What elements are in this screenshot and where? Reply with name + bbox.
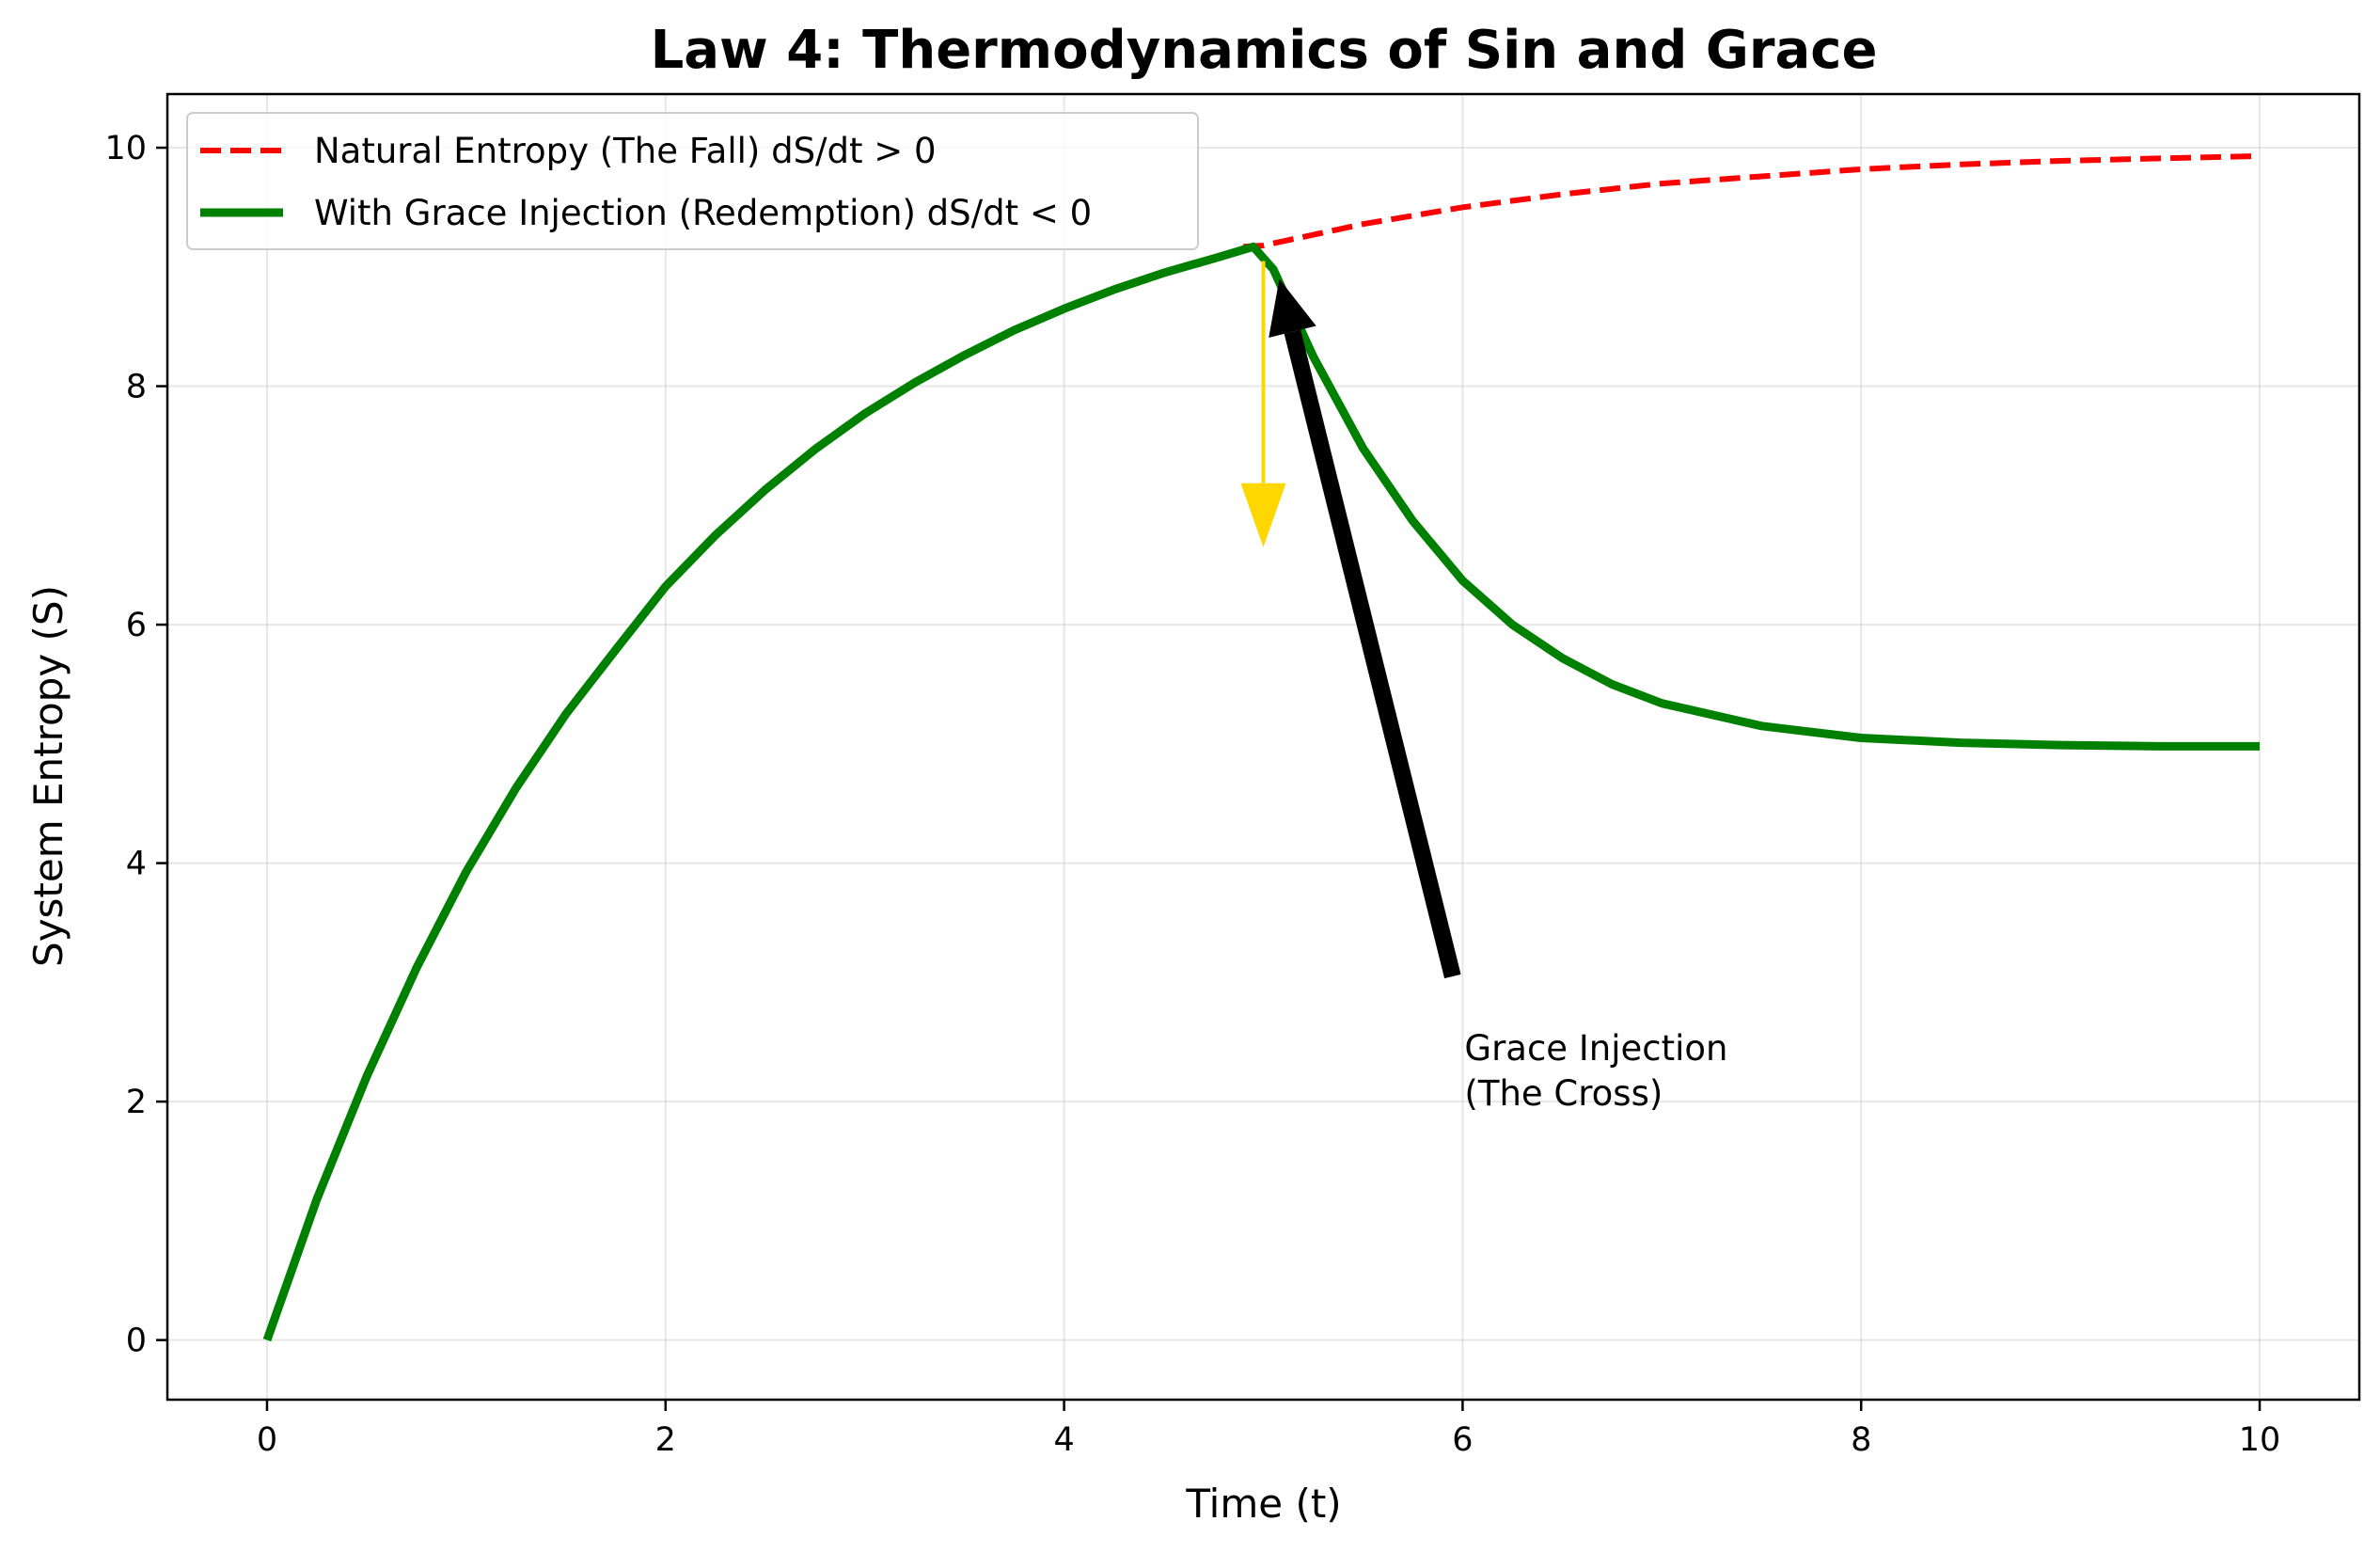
axes: 0 2 4 6 8 10 0 2 4 6 8 10 bbox=[104, 92, 2361, 1459]
y-tick-label-8: 8 bbox=[126, 369, 147, 406]
annotation-layer: Grace Injection(The Cross) bbox=[1240, 261, 1727, 1114]
y-tick-label-2: 2 bbox=[126, 1084, 147, 1121]
legend-label-grace-injection: With Grace Injection (Redemption) dS/dt … bbox=[314, 193, 1092, 233]
grace-arrow-shaft bbox=[1284, 329, 1461, 979]
x-axis-label: Time (t) bbox=[1185, 1481, 1341, 1527]
x-tick-label-10: 10 bbox=[2239, 1421, 2281, 1459]
grace-injection-line bbox=[262, 242, 2260, 1342]
drop-arrow-head bbox=[1240, 483, 1286, 547]
legend-box bbox=[186, 112, 1199, 250]
x-tick-label-2: 2 bbox=[655, 1421, 676, 1459]
y-tick-label-6: 6 bbox=[126, 607, 147, 644]
x-tick-label-6: 6 bbox=[1452, 1421, 1473, 1459]
legend: Natural Entropy (The Fall) dS/dt > 0 With… bbox=[186, 112, 1199, 250]
legend-label-natural-entropy: Natural Entropy (The Fall) dS/dt > 0 bbox=[314, 131, 937, 171]
chart-title: Law 4: Thermodynamics of Sin and Grace bbox=[651, 20, 1878, 81]
annotation-text-line-2: (The Cross) bbox=[1464, 1073, 1663, 1114]
y-axis-label: System Entropy (S) bbox=[25, 585, 71, 967]
annotation-text-line-1: Grace Injection bbox=[1464, 1028, 1727, 1069]
x-tick-label-4: 4 bbox=[1053, 1421, 1074, 1459]
y-tick-label-10: 10 bbox=[104, 130, 147, 167]
x-tick-label-8: 8 bbox=[1851, 1421, 1871, 1459]
x-tick-label-0: 0 bbox=[257, 1421, 277, 1459]
y-tick-label-4: 4 bbox=[126, 846, 147, 883]
grace-arrow-head bbox=[1269, 278, 1316, 338]
y-tick-label-0: 0 bbox=[126, 1323, 147, 1360]
plot-frame bbox=[165, 92, 2361, 1402]
series-layer bbox=[262, 152, 2261, 1342]
natural-entropy-line bbox=[1243, 152, 2261, 250]
